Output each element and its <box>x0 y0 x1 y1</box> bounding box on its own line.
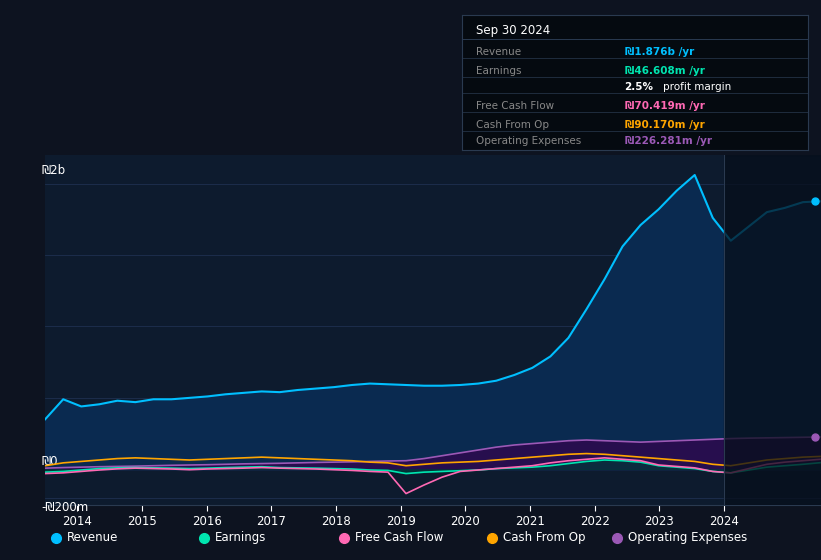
Text: Sep 30 2024: Sep 30 2024 <box>476 25 550 38</box>
Text: profit margin: profit margin <box>663 82 731 92</box>
Text: Free Cash Flow: Free Cash Flow <box>355 531 443 544</box>
Text: ₪46.608m /yr: ₪46.608m /yr <box>625 66 704 76</box>
Text: Revenue: Revenue <box>476 48 521 58</box>
Text: ₪70.419m /yr: ₪70.419m /yr <box>625 101 704 111</box>
Text: Operating Expenses: Operating Expenses <box>476 137 581 147</box>
Text: Cash From Op: Cash From Op <box>502 531 585 544</box>
Text: -₪200m: -₪200m <box>41 501 89 514</box>
Text: Earnings: Earnings <box>476 66 521 76</box>
Text: 2.5%: 2.5% <box>625 82 654 92</box>
Text: ₪90.170m /yr: ₪90.170m /yr <box>625 120 704 130</box>
Bar <box>724 155 821 505</box>
Text: ₪0: ₪0 <box>41 455 57 468</box>
Text: Earnings: Earnings <box>215 531 266 544</box>
Text: Revenue: Revenue <box>67 531 118 544</box>
Text: ₪226.281m /yr: ₪226.281m /yr <box>625 137 712 147</box>
Text: Operating Expenses: Operating Expenses <box>629 531 748 544</box>
Text: ₪1.876b /yr: ₪1.876b /yr <box>625 48 694 58</box>
Text: Cash From Op: Cash From Op <box>476 120 549 130</box>
Text: Free Cash Flow: Free Cash Flow <box>476 101 554 111</box>
Text: ₪2b: ₪2b <box>41 164 66 176</box>
